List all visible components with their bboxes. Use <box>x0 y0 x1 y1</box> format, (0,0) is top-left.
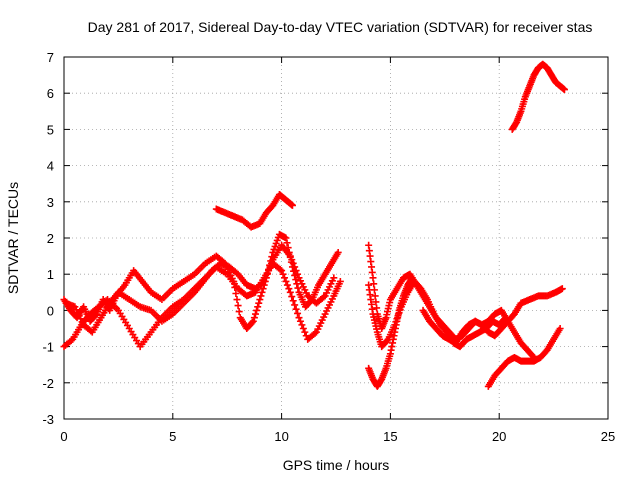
data-point <box>267 259 275 267</box>
data-point <box>288 201 296 209</box>
data-point <box>298 321 306 329</box>
data-point <box>294 270 302 278</box>
data-point <box>263 270 271 278</box>
series-trace-10 <box>508 60 568 133</box>
data-point <box>279 270 287 278</box>
data-point <box>291 263 299 271</box>
data-point <box>92 311 100 319</box>
grid-lines <box>64 57 608 419</box>
data-point <box>282 277 290 285</box>
data-points <box>60 60 568 390</box>
data-point <box>294 284 302 292</box>
data-point <box>233 296 241 304</box>
data-point <box>259 279 267 287</box>
data-point <box>250 314 258 322</box>
data-point <box>282 234 290 242</box>
data-point <box>371 292 379 300</box>
series-trace-4 <box>212 191 296 231</box>
y-tick-label: 6 <box>47 86 54 101</box>
data-point <box>251 310 259 318</box>
data-point <box>256 296 264 304</box>
data-point <box>330 274 338 282</box>
data-point <box>292 305 300 313</box>
data-point <box>266 263 274 271</box>
y-tick-label: 5 <box>47 122 54 137</box>
data-point <box>253 306 261 314</box>
data-point <box>383 337 391 345</box>
data-point <box>249 317 257 325</box>
data-point <box>372 298 380 306</box>
data-point <box>234 302 242 310</box>
data-point <box>288 256 296 264</box>
series-trace-7 <box>365 274 416 390</box>
data-point <box>311 329 319 337</box>
data-point <box>299 325 307 332</box>
y-tick-label: 0 <box>47 303 54 318</box>
data-point <box>291 301 299 309</box>
data-point <box>320 293 328 301</box>
data-point <box>278 267 286 275</box>
y-tick-label: 1 <box>47 267 54 282</box>
data-point <box>292 267 300 275</box>
y-tick-label: 2 <box>47 231 54 246</box>
data-point <box>276 265 284 273</box>
y-tick-label: -3 <box>42 412 54 427</box>
data-point <box>296 317 304 325</box>
axis-ticks: 0 5 10 15 20 25 -3 -2 -1 0 1 2 3 4 5 6 7 <box>42 50 615 444</box>
data-point <box>334 248 342 256</box>
data-point <box>294 309 302 317</box>
data-point <box>336 277 344 285</box>
data-point <box>560 86 568 94</box>
data-point <box>558 285 566 293</box>
y-tick-label: -2 <box>42 376 54 391</box>
x-tick-label: 0 <box>60 429 67 444</box>
data-point <box>283 281 291 289</box>
data-point <box>262 274 270 282</box>
data-point <box>295 314 303 322</box>
data-point <box>370 280 378 288</box>
data-point <box>408 274 416 282</box>
data-point <box>373 304 381 312</box>
data-point <box>232 290 240 298</box>
x-tick-label: 5 <box>169 429 176 444</box>
x-tick-label: 15 <box>383 429 397 444</box>
data-point <box>283 239 291 247</box>
series-trace-9 <box>484 325 564 390</box>
data-point <box>288 293 296 301</box>
data-point <box>285 285 293 293</box>
data-point <box>258 288 266 296</box>
y-tick-label: 3 <box>47 195 54 210</box>
x-tick-label: 20 <box>492 429 506 444</box>
data-point <box>259 285 267 293</box>
data-point <box>248 318 256 326</box>
data-point <box>265 267 273 275</box>
y-tick-label: 7 <box>47 50 54 65</box>
y-tick-label: -1 <box>42 340 54 355</box>
data-point <box>257 292 265 300</box>
data-point <box>369 274 377 282</box>
x-axis-label: GPS time / hours <box>283 457 390 473</box>
data-point <box>235 308 243 316</box>
series-trace-8 <box>419 306 538 361</box>
data-point <box>286 288 294 296</box>
data-point <box>254 303 262 311</box>
data-point <box>301 328 309 336</box>
data-point <box>289 259 297 267</box>
y-axis-label: SDTVAR / TECUs <box>5 182 21 294</box>
x-tick-label: 10 <box>274 429 288 444</box>
data-point <box>289 297 297 305</box>
chart-title: Day 281 of 2017, Sidereal Day-to-day VTE… <box>88 19 593 35</box>
data-point <box>281 274 289 282</box>
data-point <box>67 337 75 345</box>
data-point <box>556 325 564 332</box>
data-point <box>255 299 263 307</box>
data-point <box>286 252 294 260</box>
series-trace-3 <box>62 241 338 336</box>
y-tick-label: 4 <box>47 159 54 174</box>
x-tick-label: 25 <box>601 429 615 444</box>
data-point <box>260 277 268 285</box>
